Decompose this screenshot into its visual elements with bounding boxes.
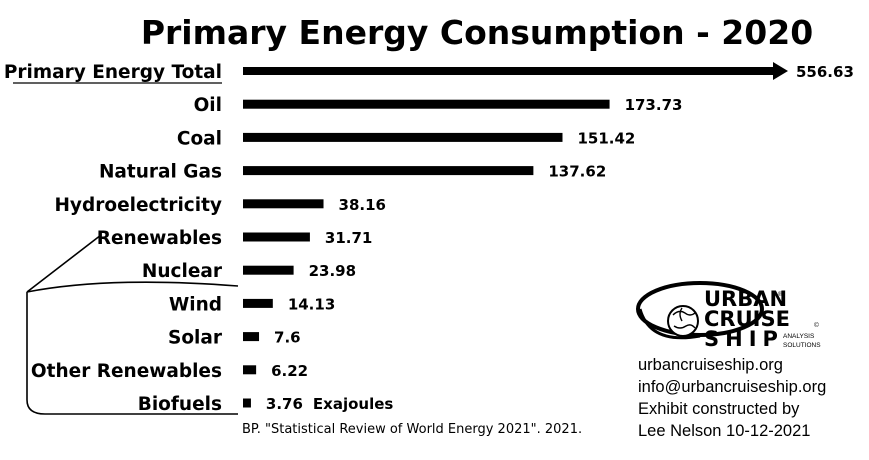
logo-lettering: URBAN CRUISE SHIP ® © ANALYSIS SOLUTIONS xyxy=(704,287,821,351)
chart-title: Primary Energy Consumption - 2020 xyxy=(141,13,813,52)
category-label: Oil xyxy=(194,95,222,116)
urban-cruise-ship-logo: URBAN CRUISE SHIP ® © ANALYSIS SOLUTIONS xyxy=(636,281,821,351)
total-arrow-head xyxy=(773,62,788,80)
bar xyxy=(243,265,294,275)
bar xyxy=(243,232,310,242)
category-label: Natural Gas xyxy=(99,162,222,183)
value-label: 23.98 xyxy=(309,262,356,280)
value-label: 151.42 xyxy=(577,129,635,147)
renewables-bracket xyxy=(26,234,239,415)
svg-text:SOLUTIONS: SOLUTIONS xyxy=(783,342,821,349)
category-label: Other Renewables xyxy=(31,361,222,382)
total-arrow-shaft xyxy=(243,67,775,75)
category-label: Renewables xyxy=(97,228,222,249)
svg-text:CRUISE: CRUISE xyxy=(704,307,790,331)
source-note: BP. "Statistical Review of World Energy … xyxy=(242,422,582,437)
chart-rows: Primary Energy Total 556.63 Oil 173.73 Coal 1… xyxy=(4,62,854,415)
bar xyxy=(243,298,273,308)
value-label: 137.62 xyxy=(548,163,606,181)
svg-text:®: ® xyxy=(778,290,783,298)
value-label: 38.16 xyxy=(339,196,386,214)
category-label: Biofuels xyxy=(138,394,222,415)
category-label: Primary Energy Total xyxy=(4,62,222,83)
credit-website: urbancruiseship.org xyxy=(638,356,783,374)
value-label: 14.13 xyxy=(288,295,335,313)
value-label: 6.22 xyxy=(271,362,308,380)
category-label: Solar xyxy=(168,328,223,349)
svg-text:URBAN: URBAN xyxy=(704,287,787,311)
bar xyxy=(243,132,563,142)
category-label: Hydroelectricity xyxy=(54,195,222,216)
credit-email: info@urbancruiseship.org xyxy=(638,378,826,396)
bar xyxy=(243,332,260,342)
credit-author-date: Lee Nelson 10-12-2021 xyxy=(638,422,810,440)
bar xyxy=(243,166,534,176)
category-label: Wind xyxy=(169,294,222,315)
category-label: Coal xyxy=(177,128,222,149)
value-label: 3.76 xyxy=(266,395,303,413)
value-label: 7.6 xyxy=(274,329,301,347)
svg-text:ANALYSIS: ANALYSIS xyxy=(783,333,815,340)
value-label: 173.73 xyxy=(625,96,683,114)
category-label: Nuclear xyxy=(142,261,223,282)
bar xyxy=(243,199,324,209)
bar xyxy=(243,99,610,109)
credit-constructed-by: Exhibit constructed by xyxy=(638,400,800,418)
svg-text:SHIP: SHIP xyxy=(704,327,784,351)
value-label: 556.63 xyxy=(796,63,854,81)
value-label: 31.71 xyxy=(325,229,372,247)
bar xyxy=(243,365,257,375)
svg-text:©: © xyxy=(814,321,819,329)
bar xyxy=(243,398,251,408)
unit-label: Exajoules xyxy=(313,395,393,413)
credit-lines: urbancruiseship.org info@urbancruiseship… xyxy=(638,356,826,440)
